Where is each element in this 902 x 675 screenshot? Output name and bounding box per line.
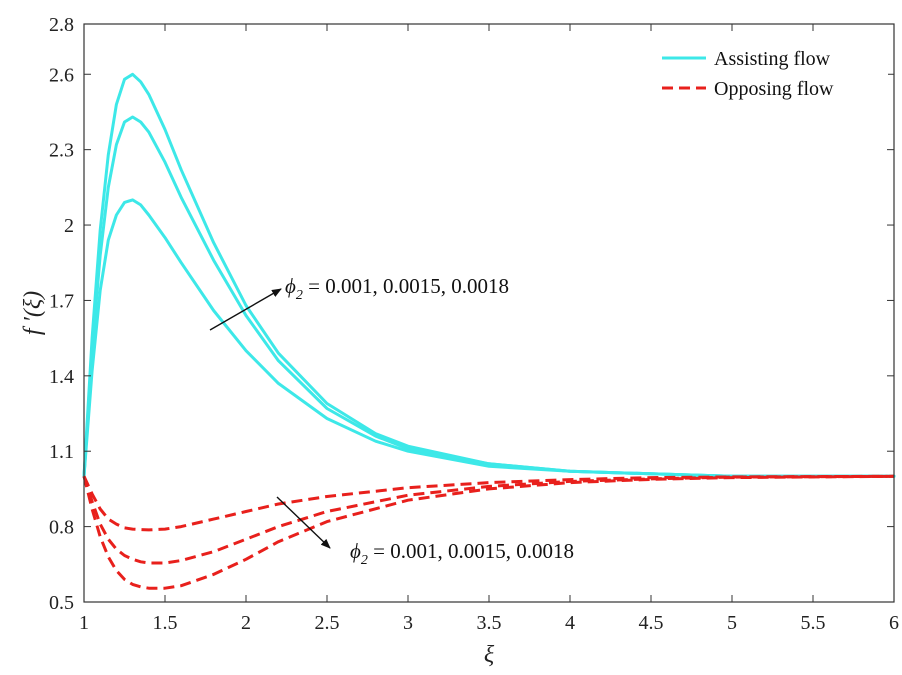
- y-tick-label: 1.1: [49, 441, 74, 463]
- x-tick-label: 6: [889, 612, 899, 634]
- annotation-arrow-opposing: [276, 496, 331, 549]
- y-tick-label: 0.5: [49, 592, 74, 614]
- legend-label-opposing: Opposing flow: [714, 78, 834, 100]
- annotation-assisting-subscript: 2: [296, 288, 303, 303]
- ticks-layer: 1 1.5 2 2.5 3 3.5 4 4.5 5 5.5 6 0.5 0.8 1.1 1.4 1.7 2 2.3…: [49, 14, 899, 634]
- x-tick-label: 5: [727, 612, 737, 634]
- legend: Assisting flow Opposing flow: [646, 38, 888, 106]
- opposing-flow-line-5: [82, 474, 895, 590]
- y-axis-label: f ′(ξ): [20, 291, 46, 335]
- x-tick-label: 2.5: [315, 612, 340, 634]
- y-tick-label: 0.8: [49, 517, 74, 539]
- y-tick-label: 1.7: [49, 290, 74, 312]
- x-tick-label: 4: [565, 612, 575, 634]
- annotation-opposing-symbol: ϕ: [350, 539, 361, 563]
- y-tick-label: 1.4: [49, 366, 74, 388]
- annotation-assisting: ϕ2 = 0.001, 0.0015, 0.0018: [285, 274, 509, 303]
- series-layer: [82, 72, 896, 590]
- x-axis-label: ξ: [484, 642, 495, 668]
- opposing-flow-line-4: [82, 474, 895, 565]
- annotation-assisting-text: = 0.001, 0.0015, 0.0018: [303, 274, 509, 298]
- y-tick-label: 2.8: [49, 14, 74, 36]
- x-tick-label: 4.5: [639, 612, 664, 634]
- annotation-opposing: ϕ2 = 0.001, 0.0015, 0.0018: [350, 539, 574, 568]
- assisting-flow-line-2: [82, 198, 896, 478]
- y-tick-label: 2: [64, 215, 74, 237]
- x-tick-label: 2: [241, 612, 251, 634]
- opposing-flow-line-3: [82, 474, 895, 532]
- legend-box: [646, 38, 888, 106]
- x-tick-label: 5.5: [801, 612, 826, 634]
- x-tick-label: 1.5: [153, 612, 178, 634]
- annotation-opposing-text: = 0.001, 0.0015, 0.0018: [368, 539, 574, 563]
- annotation-opposing-subscript: 2: [361, 553, 368, 568]
- x-tick-label: 3: [403, 612, 413, 634]
- annotation-arrow-assisting: [209, 288, 282, 331]
- y-tick-label: 2.6: [49, 64, 74, 86]
- legend-label-assisting: Assisting flow: [714, 48, 831, 70]
- x-tick-label: 3.5: [477, 612, 502, 634]
- x-tick-label: 1: [79, 612, 89, 634]
- y-tick-label: 2.3: [49, 140, 74, 162]
- annotation-assisting-symbol: ϕ: [285, 274, 296, 298]
